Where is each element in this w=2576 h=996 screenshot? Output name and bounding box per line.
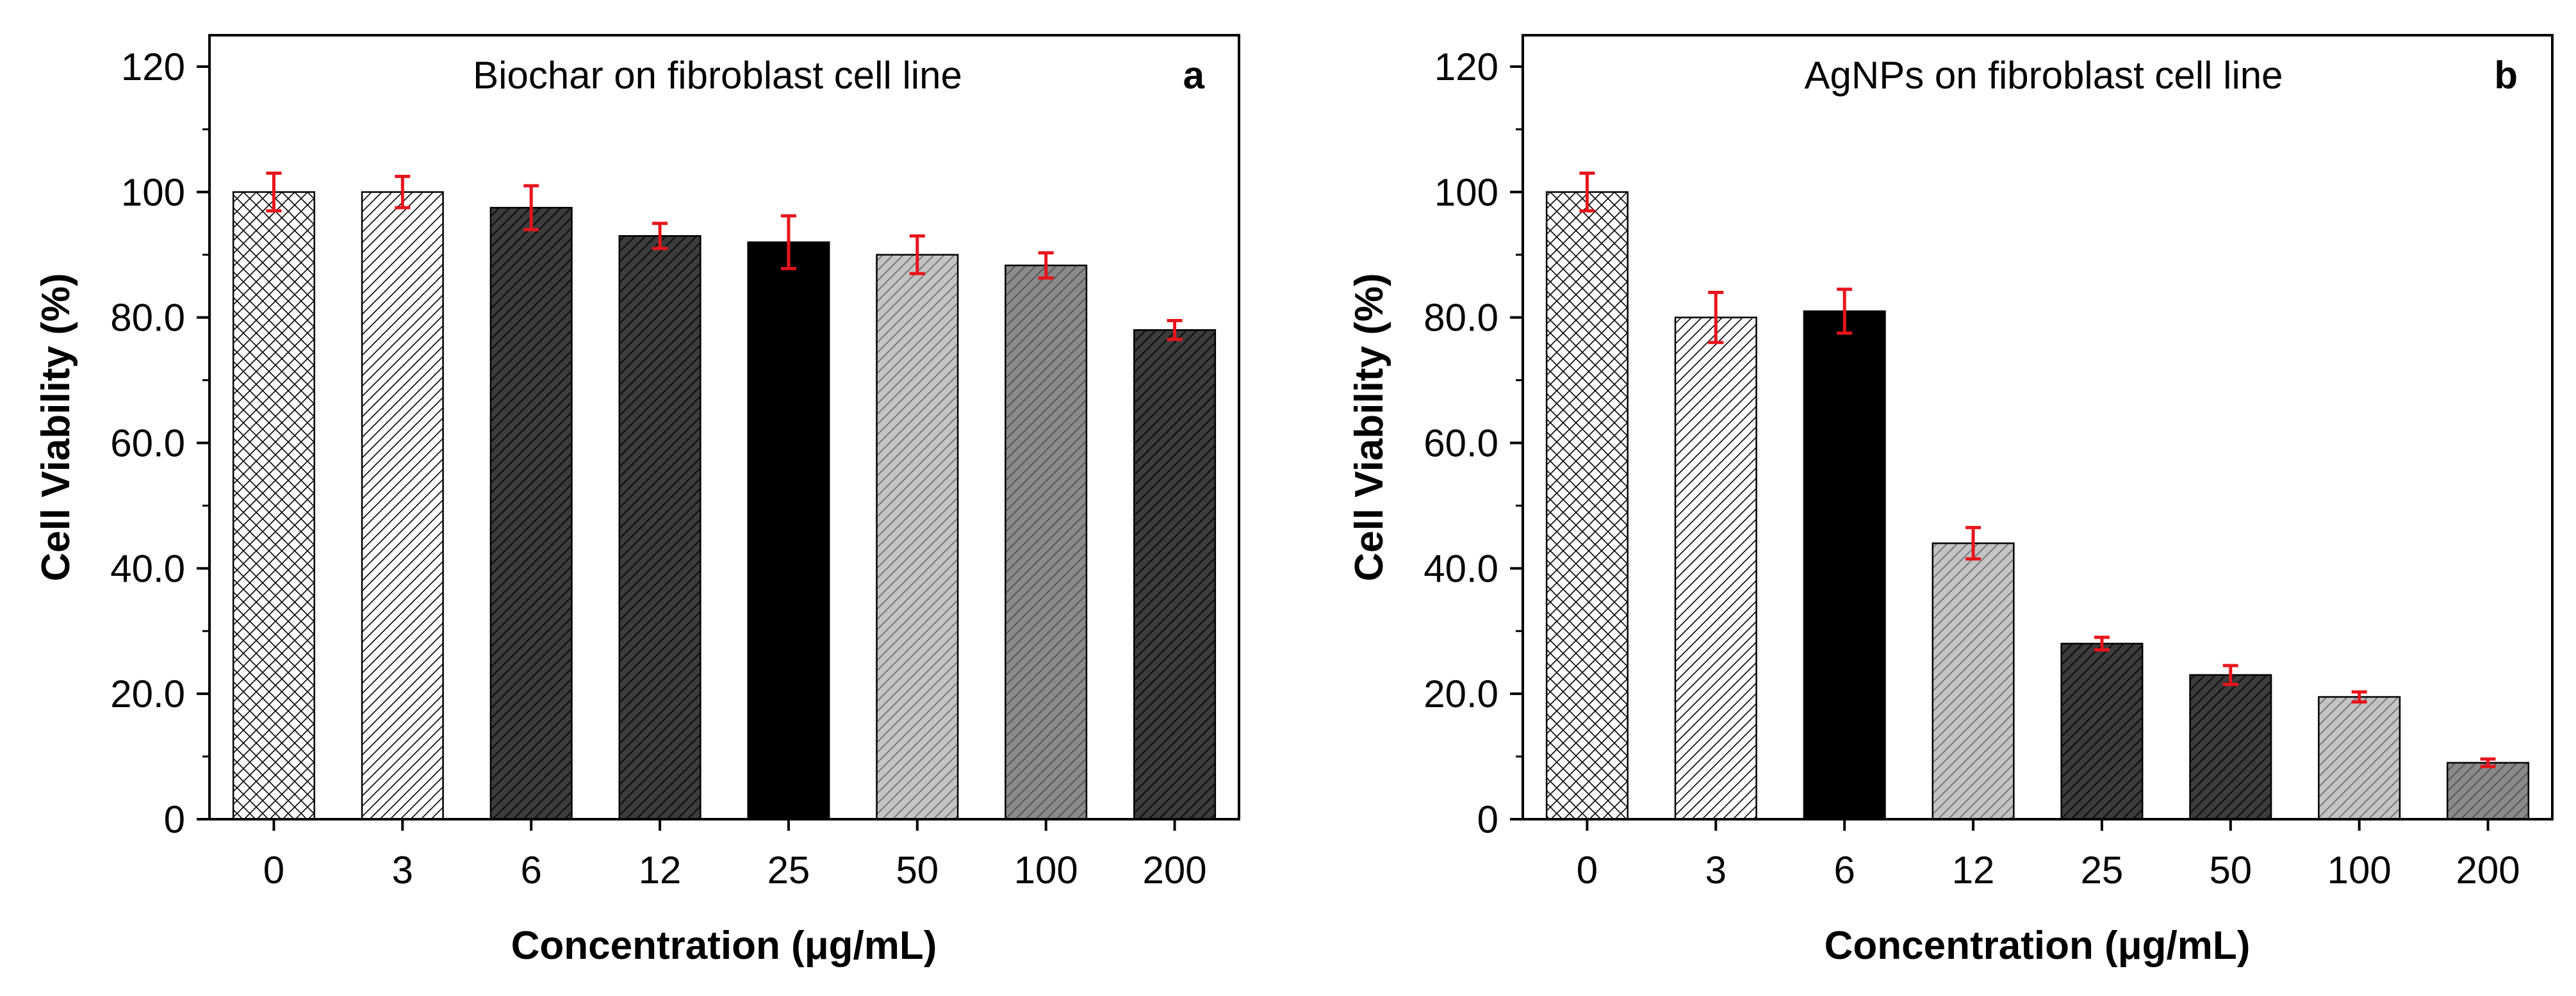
panel-a-y-tick-label-0: 0 bbox=[164, 798, 185, 841]
panel-a-bar-6 bbox=[489, 207, 573, 820]
panel-a-title: Biochar on fibroblast cell line bbox=[473, 54, 962, 97]
panel-b-bar-0 bbox=[1545, 191, 1628, 820]
panel-b-x-axis-title: Concentration (μg/mL) bbox=[1825, 924, 2251, 968]
panel-b-y-tick-label-0: 0 bbox=[1477, 798, 1498, 841]
panel-a-y-axis-title: Cell Viability (%) bbox=[34, 273, 78, 581]
panel-b-error-bar-200 bbox=[2480, 757, 2496, 769]
panel-b-bar-200 bbox=[2447, 762, 2530, 820]
panel-b-x-ticks: 0 3 6 12 25 50 100 200 bbox=[1577, 819, 2520, 892]
panel-b-bar-25 bbox=[2060, 642, 2144, 820]
panel-b-title: AgNPs on fibroblast cell line bbox=[1804, 54, 2283, 97]
panel-a-y-ticks: 0 20.0 40.0 60.0 80.0 100 120 bbox=[110, 45, 209, 841]
panel-b-error-bar-100 bbox=[2351, 690, 2367, 704]
panel-b-bar-3 bbox=[1674, 316, 1757, 820]
panel-b-bar-50 bbox=[2189, 674, 2272, 820]
panel-a-x-tick-label-12: 12 bbox=[639, 849, 682, 892]
panel-b-x-tick-label-50: 50 bbox=[2209, 849, 2252, 892]
panel-b-error-bar-0 bbox=[1579, 171, 1595, 213]
panel-a-x-ticks: 0 3 6 12 25 50 100 200 bbox=[263, 819, 1207, 892]
panel-b-error-bars bbox=[1579, 171, 2496, 769]
panel-a-error-bar-0 bbox=[266, 171, 282, 213]
panel-a-x-tick-label-3: 3 bbox=[392, 849, 413, 892]
panel-a-x-tick-label-0: 0 bbox=[263, 849, 284, 892]
panel-b-bar-6 bbox=[1803, 310, 1886, 820]
panel-a-error-bar-200 bbox=[1167, 319, 1183, 341]
panel-b-bar-12 bbox=[1932, 542, 2015, 820]
panel-b-y-tick-label-120: 120 bbox=[1434, 45, 1498, 88]
panel-b-error-bar-12 bbox=[1965, 526, 1981, 561]
panel-a-bar-50 bbox=[876, 254, 959, 820]
panel-b-error-bar-3 bbox=[1708, 290, 1724, 345]
panel-a-x-tick-label-50: 50 bbox=[896, 849, 939, 892]
panel-a-y-tick-label-60: 60.0 bbox=[110, 421, 185, 464]
panel-a-x-tick-label-25: 25 bbox=[767, 849, 810, 892]
panel-a-error-bar-100 bbox=[1038, 251, 1054, 280]
panel-a-x-tick-label-100: 100 bbox=[1014, 849, 1078, 892]
panel-b-y-tick-label-100: 100 bbox=[1434, 171, 1498, 214]
panel-a-x-axis-title: Concentration (μg/mL) bbox=[511, 924, 937, 968]
panel-b-letter: b bbox=[2494, 54, 2518, 97]
panel-b-x-tick-label-200: 200 bbox=[2456, 849, 2520, 892]
panel-a-bar-0 bbox=[232, 191, 315, 820]
panel-a-x-tick-label-6: 6 bbox=[521, 849, 542, 892]
panel-a-y-tick-label-40: 40.0 bbox=[110, 547, 185, 590]
panel-a-error-bar-12 bbox=[652, 222, 668, 250]
panel-b-error-bar-50 bbox=[2222, 664, 2238, 686]
panel-a-bar-200 bbox=[1133, 329, 1217, 820]
panel-a-x-tick-label-200: 200 bbox=[1143, 849, 1207, 892]
panel-b-x-tick-label-6: 6 bbox=[1834, 849, 1855, 892]
panel-a-bars bbox=[232, 191, 1217, 820]
panel-b-x-tick-label-25: 25 bbox=[2081, 849, 2124, 892]
panel-a-plot-frame bbox=[208, 34, 1240, 820]
panel-b-x-tick-label-100: 100 bbox=[2327, 849, 2391, 892]
panel-b-x-tick-label-0: 0 bbox=[1577, 849, 1598, 892]
panel-a-y-tick-label-20: 20.0 bbox=[110, 673, 185, 715]
panel-b-bars bbox=[1545, 191, 2530, 820]
panel-b-y-tick-label-40: 40.0 bbox=[1423, 547, 1498, 590]
panel-b-y-axis-title: Cell Viability (%) bbox=[1347, 273, 1391, 581]
panel-a-error-bar-25 bbox=[780, 214, 796, 270]
panel-b-y-ticks: 0 20.0 40.0 60.0 80.0 100 120 bbox=[1423, 45, 1523, 841]
panel-b-x-tick-label-3: 3 bbox=[1705, 849, 1727, 892]
panel-a-error-bar-50 bbox=[909, 234, 925, 275]
panel-a-error-bars bbox=[266, 171, 1183, 341]
panel-a-error-bar-3 bbox=[395, 174, 411, 209]
panel-b-y-tick-label-80: 80.0 bbox=[1423, 297, 1498, 339]
panel-b-y-tick-label-20: 20.0 bbox=[1423, 673, 1498, 715]
panel-a-bar-100 bbox=[1005, 265, 1088, 820]
panel-a-letter: a bbox=[1183, 54, 1205, 97]
panel-a-bar-3 bbox=[361, 191, 444, 820]
panel-a-y-tick-label-80: 80.0 bbox=[110, 297, 185, 339]
panel-b-bar-100 bbox=[2318, 696, 2401, 820]
panel-b-error-bar-25 bbox=[2094, 635, 2110, 652]
panel-a-error-bar-6 bbox=[523, 184, 539, 232]
panel-a-y-tick-label-120: 120 bbox=[121, 45, 185, 88]
panel-b-plot-frame bbox=[1522, 34, 2554, 820]
panel-a-y-tick-label-100: 100 bbox=[121, 171, 185, 214]
panel-a-bar-12 bbox=[618, 235, 701, 820]
panel-b-y-tick-label-60: 60.0 bbox=[1423, 421, 1498, 464]
panel-b-x-tick-label-12: 12 bbox=[1952, 849, 1995, 892]
panel-b-error-bar-6 bbox=[1837, 288, 1853, 335]
panel-a-bar-25 bbox=[747, 241, 830, 820]
